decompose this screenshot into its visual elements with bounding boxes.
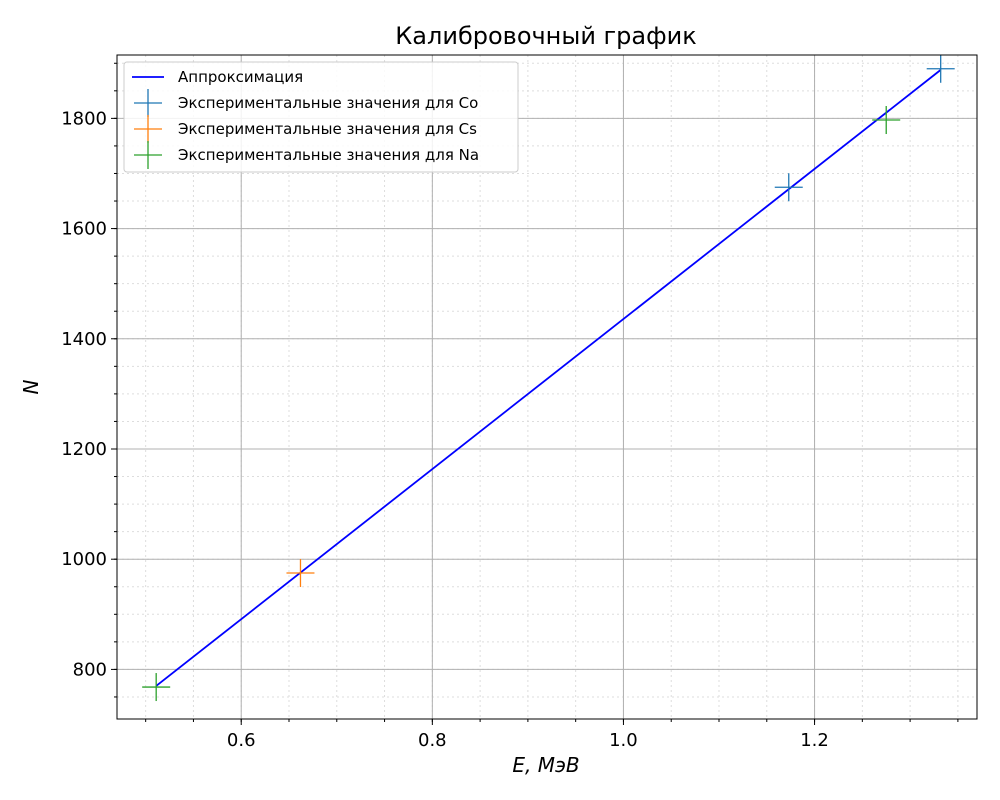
- y-tick-label: 1800: [61, 108, 107, 129]
- legend-entry-label: Аппроксимация: [178, 68, 303, 86]
- x-tick-label: 1.0: [609, 730, 638, 751]
- x-tick-label: 0.8: [418, 730, 447, 751]
- y-axis-label: N: [19, 379, 43, 394]
- legend-marker-swatch: [134, 141, 162, 169]
- data-point: [286, 558, 315, 587]
- chart-title: Калибровочный график: [395, 22, 696, 50]
- legend-entry-label: Экспериментальные значения для Cs: [178, 120, 477, 138]
- axis-ticks: 0.6 0.8 1.0 1.2 800 1000 1200 1400 1600 1800: [61, 62, 959, 751]
- data-point: [872, 106, 901, 135]
- legend-entry-label: Экспериментальные значения для Co: [178, 94, 478, 112]
- legend-marker-swatch: [134, 115, 162, 143]
- data-point: [774, 173, 803, 202]
- legend: Аппроксимация Экспериментальные значения …: [123, 61, 519, 173]
- legend-marker-swatch: [134, 89, 162, 117]
- legend-items: Аппроксимация Экспериментальные значения …: [132, 68, 479, 169]
- y-tick-label: 1600: [61, 219, 107, 240]
- x-tick-label: 1.2: [800, 730, 829, 751]
- data-points-layer: [142, 54, 955, 702]
- y-tick-label: 1200: [61, 439, 107, 460]
- fit-line-layer: [155, 69, 942, 687]
- x-axis-label: E, МэВ: [512, 753, 579, 777]
- plot-frame: [116, 54, 978, 720]
- data-point: [142, 673, 171, 702]
- y-tick-label: 800: [73, 659, 107, 680]
- y-tick-label: 1000: [61, 549, 107, 570]
- legend-entry-label: Экспериментальные значения для Na: [178, 146, 479, 164]
- y-tick-label: 1400: [61, 329, 107, 350]
- data-point: [926, 54, 955, 83]
- x-tick-label: 0.6: [227, 730, 256, 751]
- legend-box: [123, 61, 519, 173]
- fit-line: [155, 69, 942, 687]
